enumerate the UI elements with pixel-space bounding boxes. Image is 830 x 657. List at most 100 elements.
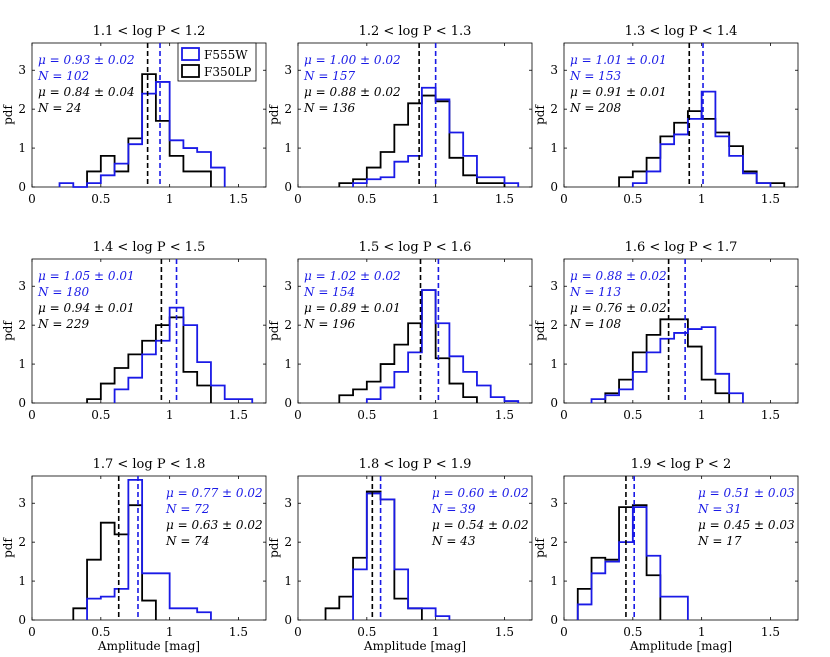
stat-mu-f555w: μ = 0.51 ± 0.03 xyxy=(698,486,795,500)
axes-frame xyxy=(297,42,533,188)
x-tick-label: 0 xyxy=(294,192,302,206)
y-tick-label: 3 xyxy=(18,279,26,293)
axes-frame xyxy=(297,258,533,404)
stat-n-f350lp: N = 24 xyxy=(37,101,81,115)
panel-title: 1.1 < log P < 1.2 xyxy=(93,24,206,39)
stat-mu-f350lp: μ = 0.63 ± 0.02 xyxy=(166,518,263,532)
x-tick-label: 1.5 xyxy=(761,408,780,422)
panel: 1.6 < log P < 1.7 0 0.5 1 1.5 0 1 2 3 pdf μ = 0.88… xyxy=(533,240,799,422)
y-axis-label: pdf xyxy=(267,320,281,341)
y-tick-label: 3 xyxy=(284,496,292,510)
y-tick-label: 3 xyxy=(18,63,26,77)
y-axis-label: pdf xyxy=(1,537,15,558)
x-tick-label: 0 xyxy=(28,408,36,422)
stat-mu-f350lp: μ = 0.76 ± 0.02 xyxy=(570,301,667,315)
stat-mu-f350lp: μ = 0.45 ± 0.03 xyxy=(698,518,795,532)
y-axis-label: pdf xyxy=(267,104,281,125)
y-tick-label: 3 xyxy=(284,63,292,77)
axes-frame xyxy=(563,258,799,404)
histogram-f350lp xyxy=(86,73,212,187)
stat-mu-f350lp: μ = 0.88 ± 0.02 xyxy=(304,85,401,99)
panel: 1.7 < log P < 1.8 0 0.5 1 1.5 0 1 2 3 pdf Amplitud… xyxy=(1,457,267,653)
x-axis-label: Amplitude [mag] xyxy=(97,639,200,653)
histogram-f555w xyxy=(631,90,772,187)
y-axis-label: pdf xyxy=(533,537,547,558)
panel: 1.4 < log P < 1.5 0 0.5 1 1.5 0 1 2 3 pdf μ = 1.05… xyxy=(1,240,267,422)
histogram-f350lp xyxy=(604,318,731,403)
stat-n-f350lp: N = 108 xyxy=(569,317,621,331)
histogram-f555w xyxy=(365,289,520,403)
y-tick-label: 3 xyxy=(18,496,26,510)
stat-mu-f350lp: μ = 0.91 ± 0.01 xyxy=(570,85,667,99)
stat-n-f350lp: N = 196 xyxy=(303,317,355,331)
y-tick-label: 0 xyxy=(284,396,292,410)
stat-mu-f350lp: μ = 0.89 ± 0.01 xyxy=(304,301,401,315)
stat-mu-f350lp: μ = 0.54 ± 0.02 xyxy=(432,518,529,532)
panel-title: 1.2 < log P < 1.3 xyxy=(359,24,472,39)
x-axis-label: Amplitude [mag] xyxy=(363,639,466,653)
axes-frame xyxy=(31,258,267,404)
y-tick-label: 0 xyxy=(550,613,558,627)
x-tick-label: 0 xyxy=(294,408,302,422)
stat-n-f350lp: N = 229 xyxy=(37,317,89,331)
panel: 1.2 < log P < 1.3 0 0.5 1 1.5 0 1 2 3 pdf μ = 1.00… xyxy=(267,24,533,206)
x-tick-label: 1.5 xyxy=(761,192,780,206)
y-tick-label: 0 xyxy=(284,180,292,194)
legend-label: F555W xyxy=(204,48,248,62)
stat-mu-f555w: μ = 1.02 ± 0.02 xyxy=(304,269,401,283)
y-tick-label: 2 xyxy=(284,102,292,116)
x-tick-label: 1 xyxy=(698,625,706,639)
histogram-f555w xyxy=(590,326,744,403)
stat-n-f350lp: N = 208 xyxy=(569,101,621,115)
x-tick-label: 0.5 xyxy=(623,408,642,422)
x-tick-label: 1 xyxy=(698,408,706,422)
axes-frame xyxy=(31,475,267,621)
y-tick-label: 1 xyxy=(550,141,558,155)
x-tick-label: 0.5 xyxy=(623,625,642,639)
y-tick-label: 0 xyxy=(18,613,26,627)
y-tick-label: 0 xyxy=(550,396,558,410)
stat-n-f555w: N = 180 xyxy=(37,285,89,299)
y-tick-label: 3 xyxy=(550,63,558,77)
x-tick-label: 0 xyxy=(560,192,568,206)
x-tick-label: 0.5 xyxy=(357,625,376,639)
stat-n-f350lp: N = 43 xyxy=(431,534,476,548)
panel: 1.8 < log P < 1.9 0 0.5 1 1.5 0 1 2 3 pdf Amplitud… xyxy=(267,457,533,653)
y-axis-label: pdf xyxy=(1,320,15,341)
y-tick-label: 2 xyxy=(550,318,558,332)
stat-n-f350lp: N = 17 xyxy=(697,534,742,548)
stat-n-f555w: N = 113 xyxy=(569,285,621,299)
x-tick-label: 1.5 xyxy=(495,408,514,422)
panel-title: 1.5 < log P < 1.6 xyxy=(359,240,472,255)
panel: 1.5 < log P < 1.6 0 0.5 1 1.5 0 1 2 3 pdf μ = 1.02… xyxy=(267,240,533,422)
panel-title: 1.7 < log P < 1.8 xyxy=(93,457,206,472)
y-axis-label: pdf xyxy=(267,537,281,558)
histogram-f555w xyxy=(58,81,226,188)
x-tick-label: 1.5 xyxy=(229,192,248,206)
histogram-f350lp xyxy=(86,316,212,403)
x-tick-label: 0.5 xyxy=(357,408,376,422)
y-tick-label: 2 xyxy=(18,535,26,549)
x-axis-label: Amplitude [mag] xyxy=(629,639,732,653)
x-tick-label: 1.5 xyxy=(761,625,780,639)
y-tick-label: 1 xyxy=(18,574,26,588)
panel: 1.1 < log P < 1.2 0 0.5 1 1.5 0 1 2 3 pdf μ = 0.93… xyxy=(1,24,267,206)
y-axis-label: pdf xyxy=(1,104,15,125)
x-tick-label: 1 xyxy=(432,192,440,206)
stat-n-f555w: N = 39 xyxy=(431,502,476,516)
y-tick-label: 0 xyxy=(550,180,558,194)
x-tick-label: 1.5 xyxy=(495,625,514,639)
x-tick-label: 1.5 xyxy=(229,625,248,639)
legend-box xyxy=(177,42,257,82)
stat-mu-f350lp: μ = 0.84 ± 0.04 xyxy=(38,85,135,99)
stat-mu-f555w: μ = 0.88 ± 0.02 xyxy=(570,269,667,283)
y-tick-label: 2 xyxy=(550,102,558,116)
panel-title: 1.4 < log P < 1.5 xyxy=(93,240,206,255)
y-tick-label: 3 xyxy=(284,279,292,293)
y-tick-label: 2 xyxy=(284,318,292,332)
legend-swatch xyxy=(181,47,200,61)
y-tick-label: 2 xyxy=(18,318,26,332)
stat-n-f350lp: N = 136 xyxy=(303,101,355,115)
x-tick-label: 0 xyxy=(560,625,568,639)
y-tick-label: 1 xyxy=(550,574,558,588)
